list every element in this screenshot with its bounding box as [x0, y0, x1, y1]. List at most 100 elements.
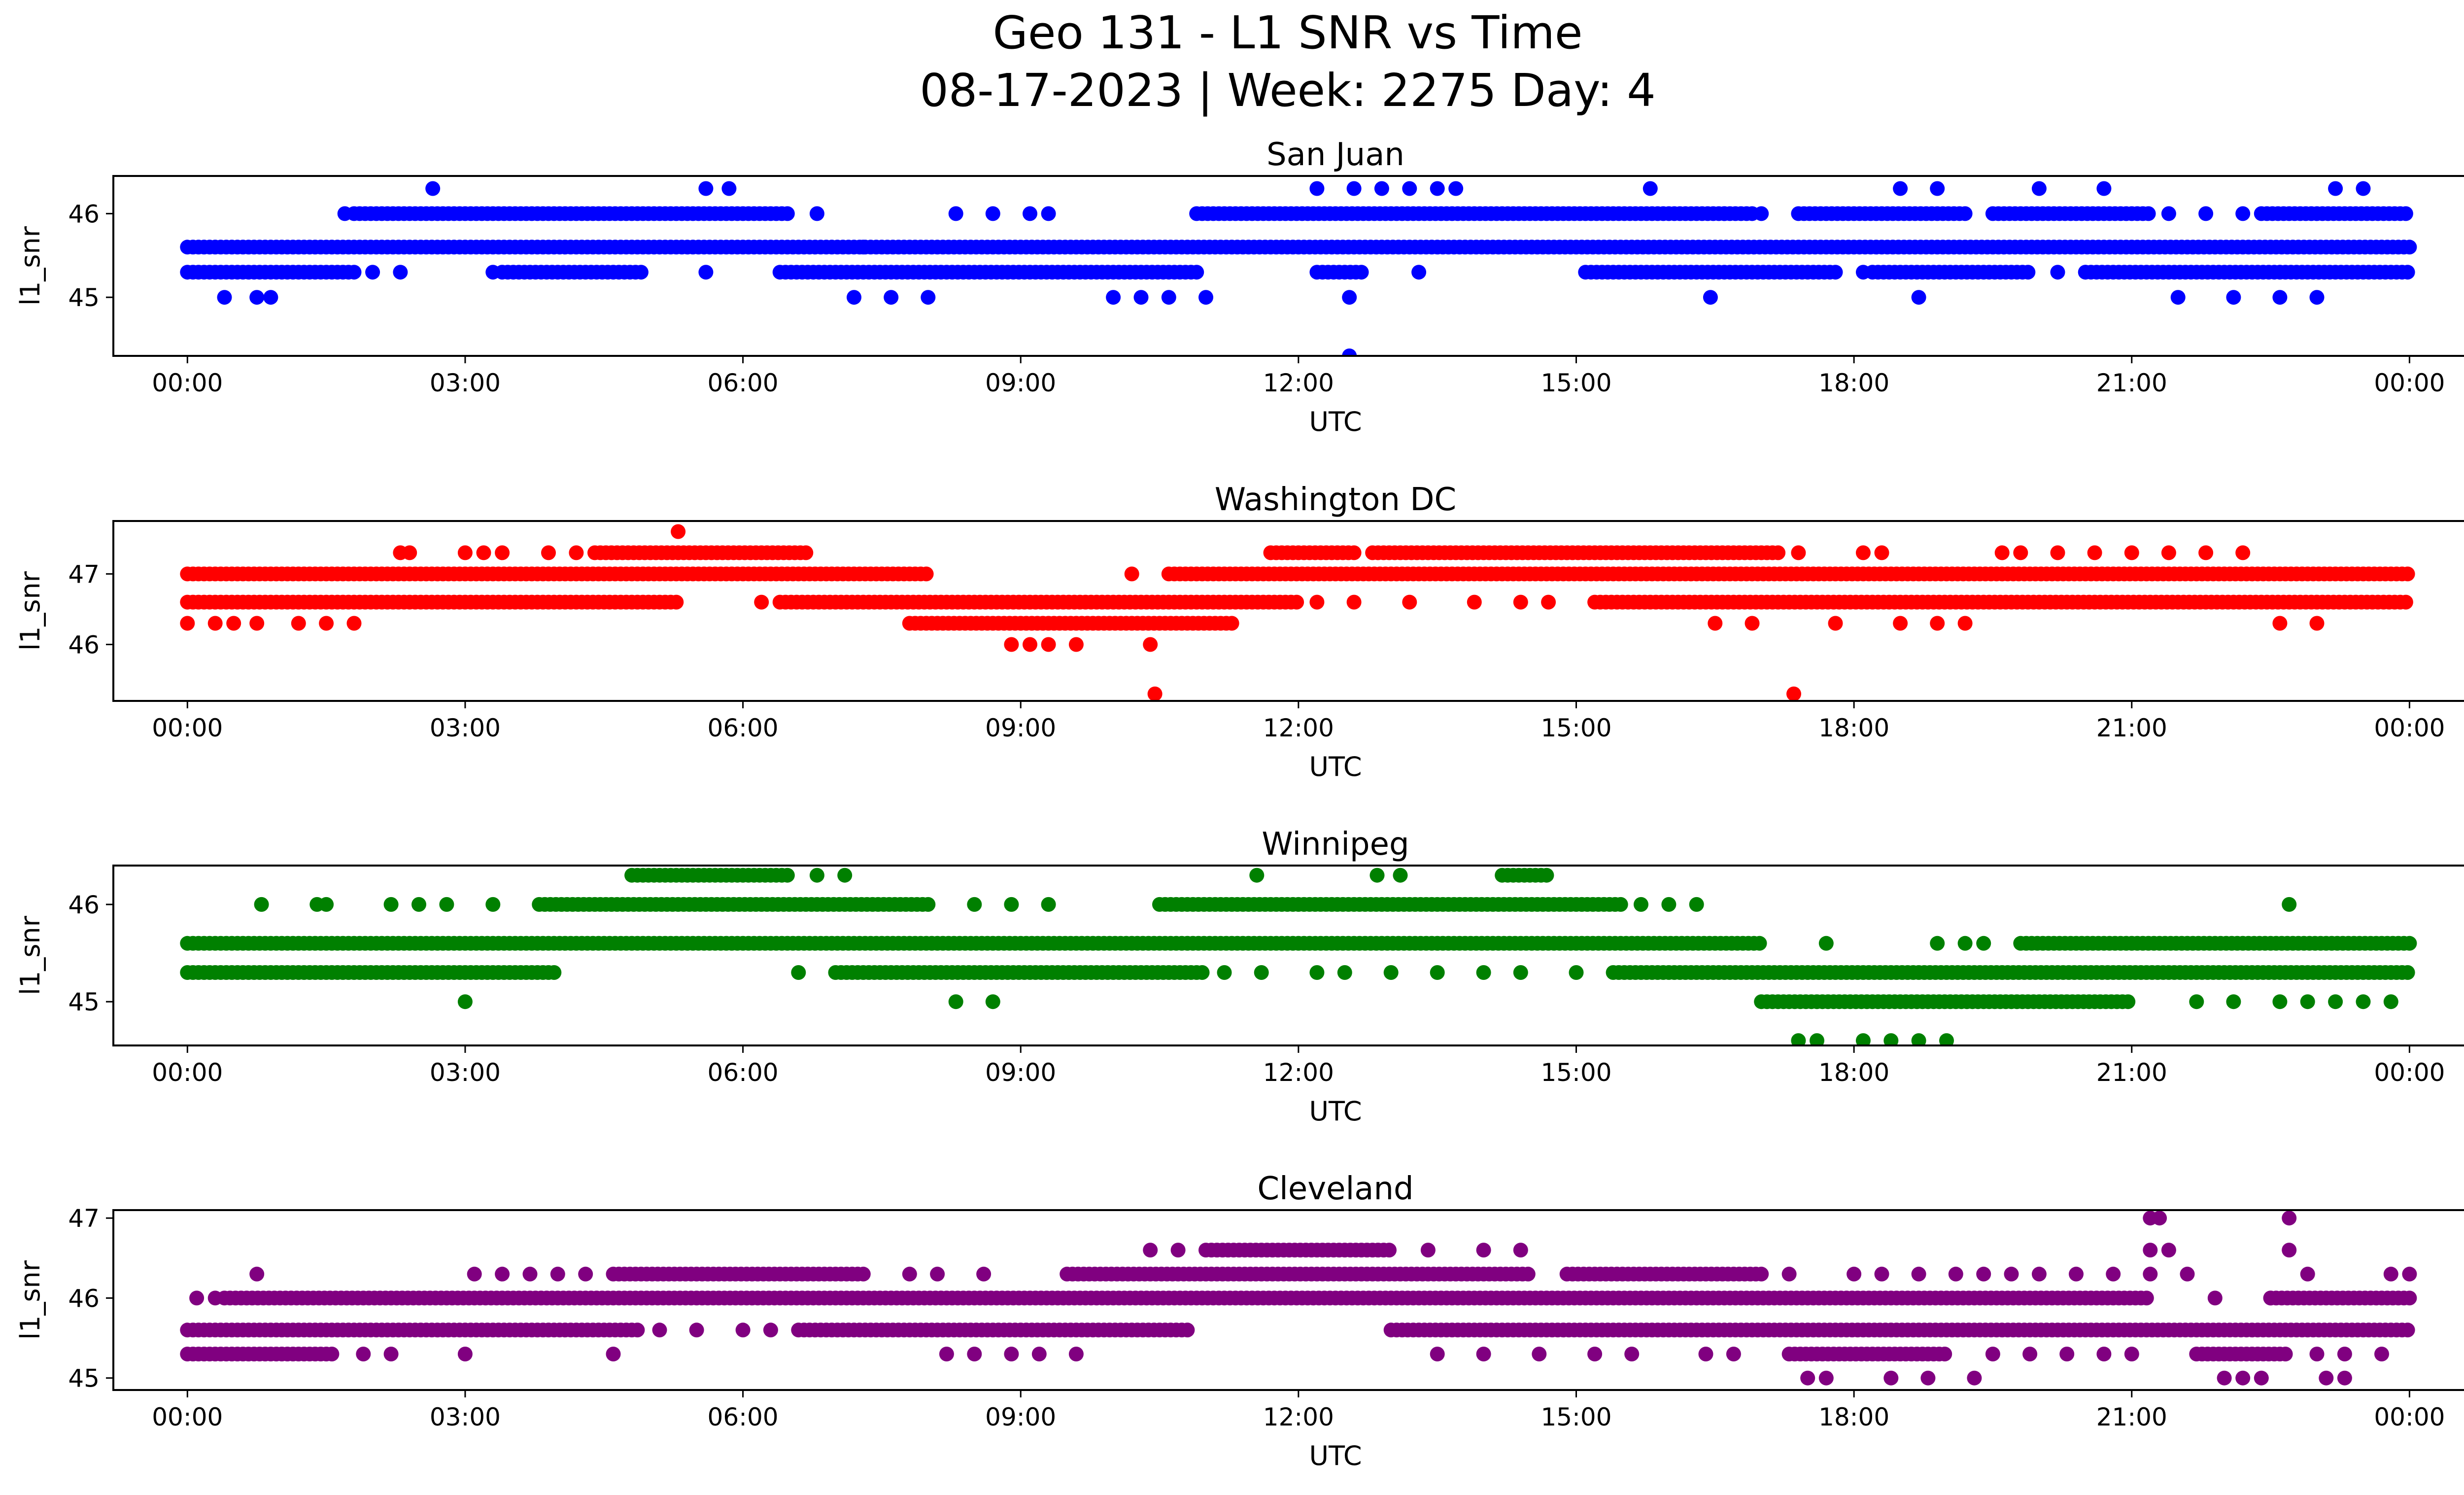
data-point — [1911, 290, 1926, 305]
data-point — [985, 206, 1000, 221]
data-point — [1752, 936, 1767, 951]
data-point — [2254, 1370, 2269, 1386]
y-tick-label: 45 — [68, 1364, 100, 1393]
data-point — [1147, 686, 1163, 701]
data-point — [2141, 206, 2156, 221]
data-point — [1411, 265, 1427, 280]
data-point — [1818, 936, 1834, 951]
data-point — [1170, 1243, 1186, 1258]
y-tick-label: 47 — [68, 560, 100, 589]
data-point — [383, 897, 399, 912]
data-point — [1754, 206, 1769, 221]
data-point — [809, 206, 824, 221]
data-point — [1911, 1033, 1926, 1045]
data-point — [425, 181, 441, 196]
data-point — [1382, 1243, 1397, 1258]
data-point — [1346, 545, 1362, 560]
data-point — [1754, 1266, 1769, 1282]
data-point — [1133, 290, 1149, 305]
data-point — [2309, 1347, 2325, 1361]
data-point — [291, 616, 306, 631]
x-tick-label: 15:00 — [1540, 714, 1611, 742]
data-point — [1476, 965, 1491, 980]
data-point — [847, 290, 861, 305]
data-point — [1855, 1033, 1871, 1045]
x-tick-label: 06:00 — [708, 714, 779, 742]
data-point — [1004, 1347, 1019, 1361]
figure-title-line1: Geo 131 - L1 SNR vs Time — [993, 6, 1583, 59]
x-tick-label: 00:00 — [2374, 1403, 2445, 1431]
data-point — [1726, 1347, 1741, 1361]
x-tick-label: 06:00 — [708, 369, 779, 397]
data-point — [1532, 1347, 1547, 1361]
data-point — [2004, 1266, 2019, 1282]
data-point — [2309, 616, 2325, 631]
data-point — [1643, 181, 1658, 196]
data-point — [919, 566, 934, 582]
data-point — [2309, 290, 2325, 305]
data-point — [2398, 594, 2413, 610]
data-point — [1939, 1033, 1954, 1045]
data-point — [1893, 181, 1908, 196]
data-point — [2300, 1266, 2315, 1282]
data-point — [319, 897, 334, 912]
data-point — [457, 1347, 473, 1361]
data-point — [2121, 994, 2136, 1009]
x-tick-label: 12:00 — [1263, 369, 1334, 397]
data-point — [2400, 265, 2415, 280]
data-point — [837, 868, 853, 883]
data-point — [578, 1266, 593, 1282]
data-point — [2180, 1266, 2195, 1282]
data-point — [2152, 1211, 2167, 1226]
data-point — [2106, 1266, 2121, 1282]
data-point — [1883, 1033, 1899, 1045]
data-point — [365, 265, 380, 280]
data-point — [1957, 936, 1973, 951]
axes-frame — [112, 520, 2464, 702]
data-point — [633, 265, 649, 280]
x-tick-label: 00:00 — [152, 1403, 223, 1431]
data-point — [2143, 1243, 2158, 1258]
data-point — [495, 545, 510, 560]
x-tick-label: 15:00 — [1540, 369, 1611, 397]
data-point — [2402, 1290, 2417, 1306]
y-tick-label: 46 — [68, 630, 100, 659]
data-point — [2198, 206, 2214, 221]
data-point — [1771, 545, 1786, 560]
subplot-2: Winnipeg 00:00 03:00 06:00 09:00 12:00 15:00 18… — [15, 826, 2464, 1127]
data-point — [669, 594, 684, 610]
subplot-0: San Juan 00:00 03:00 06:00 09:00 12:00 15:00 18… — [15, 137, 2464, 437]
data-point — [902, 1266, 917, 1282]
markers — [180, 868, 2417, 1045]
x-tick-label: 21:00 — [2096, 714, 2167, 742]
x-tick-label: 00:00 — [152, 369, 223, 397]
x-tick-label: 18:00 — [1818, 1058, 1889, 1087]
axes-frame — [112, 1209, 2464, 1391]
markers — [180, 524, 2415, 701]
data-point — [1031, 1347, 1047, 1361]
data-point — [2356, 994, 2371, 1009]
data-point — [1004, 897, 1019, 912]
y-tick-label: 47 — [68, 1204, 100, 1233]
data-point — [1689, 897, 1704, 912]
data-point — [1967, 1370, 1982, 1386]
data-point — [976, 1266, 992, 1282]
data-point — [254, 897, 269, 912]
data-point — [1855, 545, 1871, 560]
data-point — [2207, 1290, 2223, 1306]
x-tick-label: 06:00 — [708, 1058, 779, 1087]
data-point — [189, 1290, 205, 1306]
data-point — [476, 545, 491, 560]
data-point — [1539, 868, 1554, 883]
data-point — [1143, 1243, 1158, 1258]
data-point — [798, 545, 814, 560]
data-point — [1569, 965, 1584, 980]
data-point — [2143, 1266, 2158, 1282]
data-point — [754, 594, 769, 610]
data-point — [346, 616, 362, 631]
data-point — [1249, 868, 1265, 883]
data-point — [1195, 965, 1210, 980]
data-point — [2124, 545, 2139, 560]
data-point — [1791, 1033, 1806, 1045]
data-point — [2226, 290, 2241, 305]
